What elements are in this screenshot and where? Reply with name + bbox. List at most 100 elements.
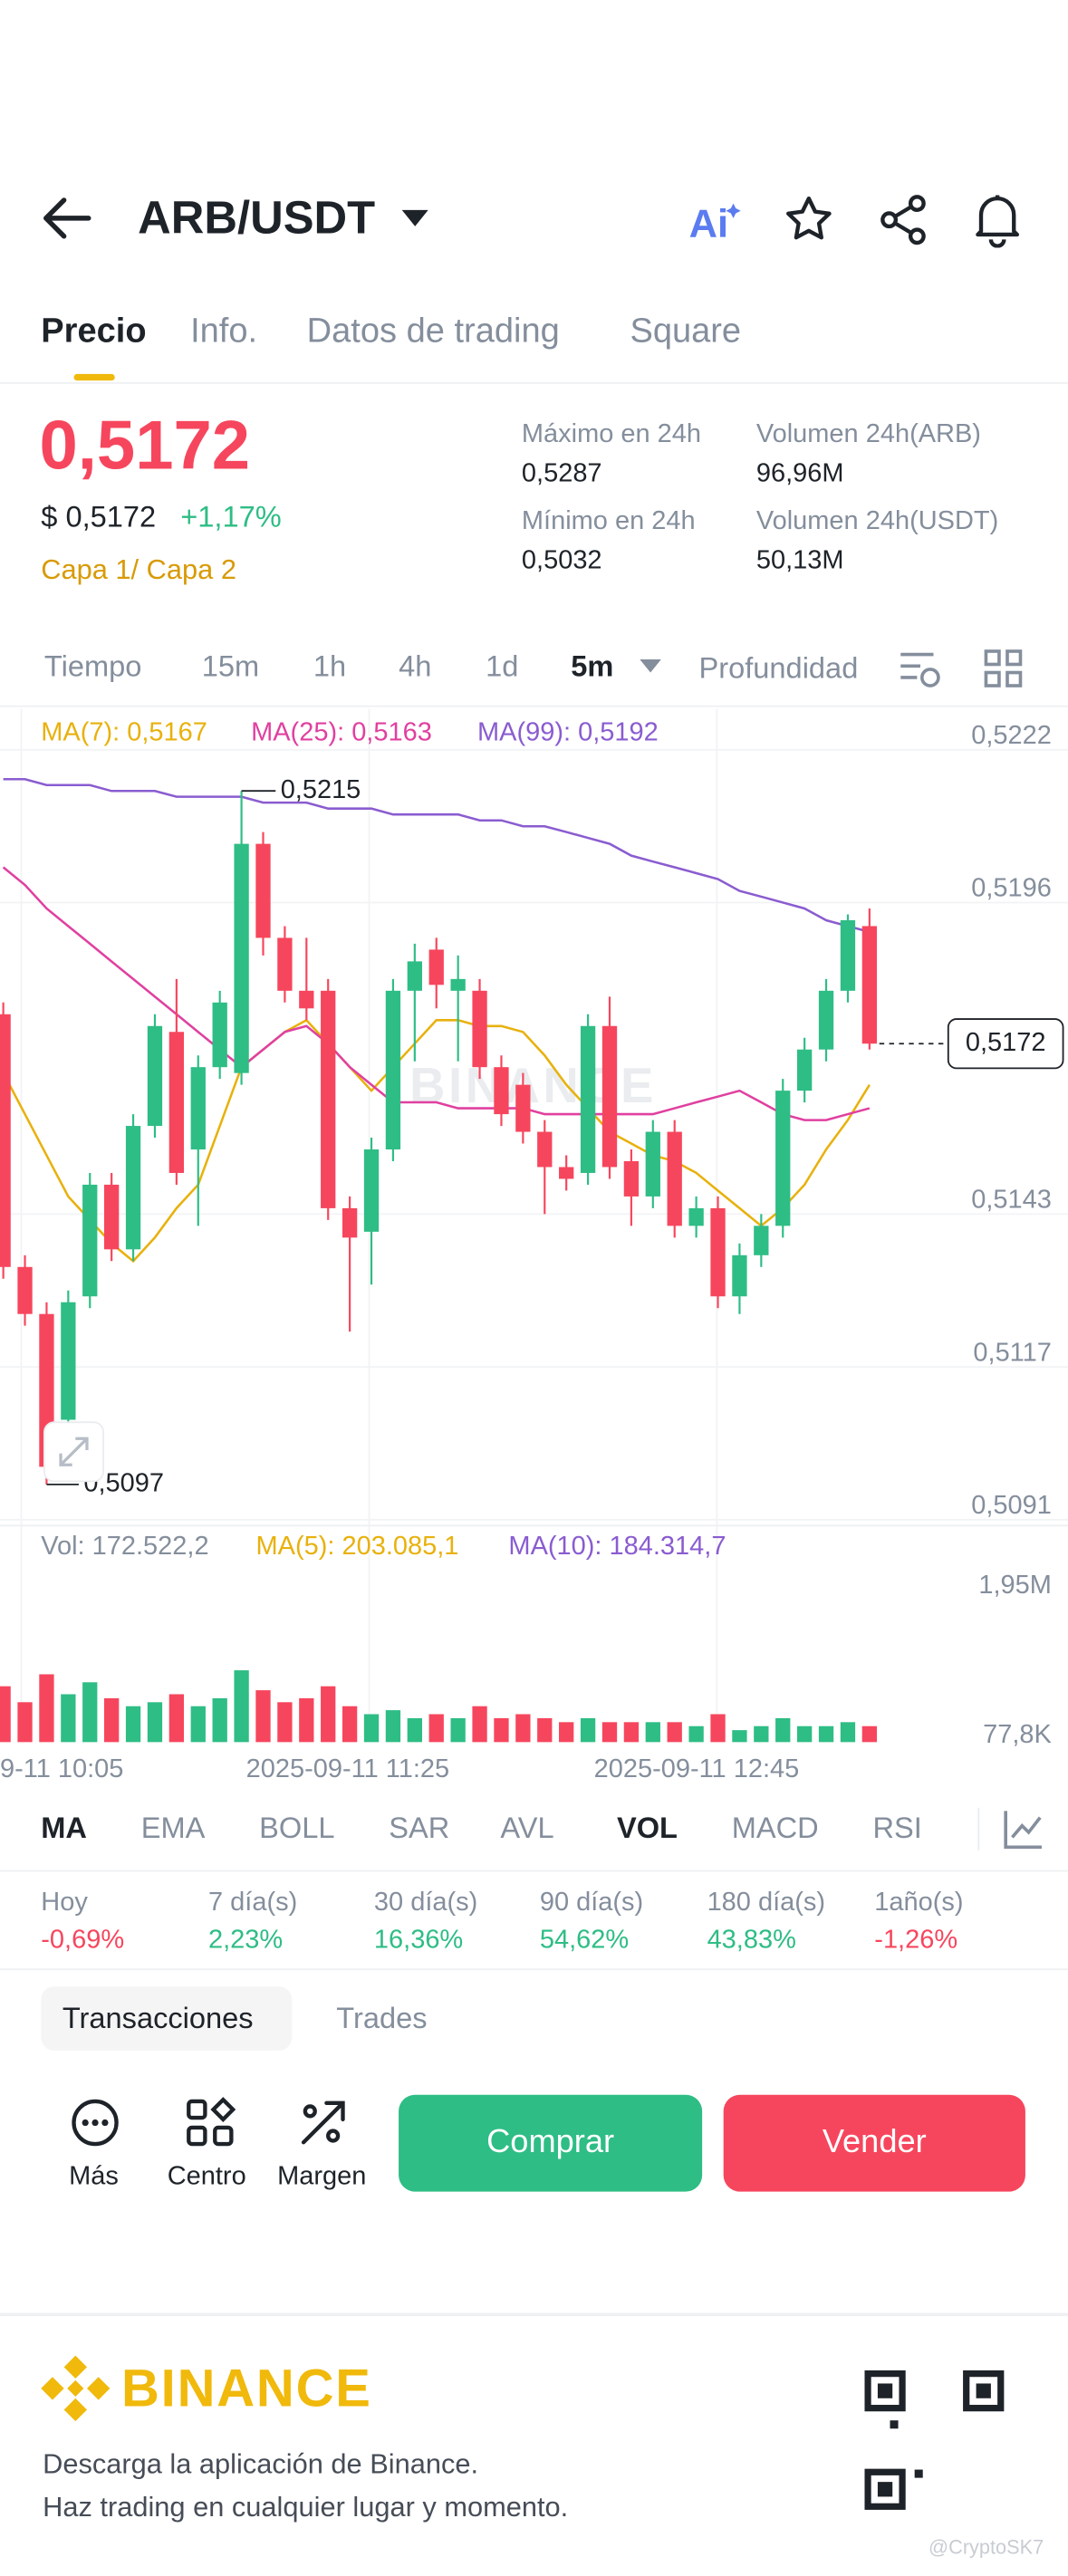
candle-body — [321, 990, 336, 1208]
candle-body — [796, 1049, 813, 1091]
action-label[interactable]: Margen — [277, 2162, 367, 2191]
tab[interactable]: Precio — [41, 312, 147, 351]
alert-icon[interactable] — [971, 192, 1024, 248]
volume-bar — [515, 1714, 531, 1743]
pair-dropdown[interactable] — [400, 208, 430, 228]
interval[interactable]: 4h — [399, 649, 432, 683]
volume-bar — [450, 1717, 466, 1743]
qr-finder — [877, 2482, 893, 2497]
indicator-settings-icon[interactable] — [1003, 1808, 1045, 1850]
volume-bar — [840, 1722, 856, 1743]
candle-body — [255, 843, 271, 938]
buy-button[interactable]: Comprar — [399, 2094, 703, 2192]
candle-body — [818, 990, 834, 1050]
volume-bar — [363, 1714, 380, 1743]
indicator[interactable]: VOL — [616, 1811, 678, 1844]
tab[interactable]: Datos de trading — [306, 312, 560, 351]
period-change: -0,69% — [41, 1926, 125, 1955]
candle-body — [299, 990, 314, 1009]
volume-bar — [861, 1725, 878, 1743]
volume-bar — [775, 1717, 791, 1743]
indicator[interactable]: SAR — [389, 1811, 450, 1844]
indicator[interactable]: EMA — [140, 1811, 206, 1844]
last-price-label: 0,5172 — [966, 1028, 1046, 1057]
indicator[interactable]: BOLL — [259, 1811, 335, 1844]
layout-icon[interactable] — [983, 648, 1025, 690]
candle-body — [494, 1067, 509, 1115]
time-label: 2025-09-11 11:25 — [245, 1755, 450, 1784]
chart-settings-icon[interactable] — [898, 648, 944, 690]
divider — [0, 2312, 1068, 2317]
candle-body — [710, 1207, 726, 1297]
volume-bar — [321, 1686, 336, 1743]
interval[interactable]: 1h — [313, 649, 347, 683]
interval[interactable]: 1d — [486, 649, 519, 683]
ma-legend: MA(99): 0,5192 — [477, 718, 659, 747]
indicator[interactable]: MACD — [731, 1811, 819, 1844]
interval-selected[interactable]: 5m — [571, 649, 614, 683]
volume-bar — [125, 1706, 141, 1743]
volume-bar — [494, 1717, 509, 1743]
stat-value: 50,13M — [755, 546, 844, 575]
ai-icon[interactable]: Ai — [686, 197, 745, 245]
period-label: 1año(s) — [874, 1889, 964, 1918]
category-tag[interactable]: Capa 1/ Capa 2 — [41, 553, 236, 586]
ma-legend: MA(25): 0,5163 — [251, 718, 432, 747]
volume-bar — [754, 1725, 769, 1743]
margin-icon[interactable] — [297, 2097, 350, 2149]
candle-body — [580, 1025, 596, 1173]
candle-body — [82, 1184, 98, 1297]
share-icon[interactable] — [878, 194, 930, 246]
volume-bar — [710, 1714, 726, 1743]
volume-bar — [472, 1706, 487, 1743]
ma-line — [3, 777, 871, 934]
period-change: 43,83% — [707, 1926, 796, 1955]
center-icon[interactable] — [184, 2097, 236, 2149]
back-button[interactable] — [39, 194, 95, 243]
action-label[interactable]: Más — [69, 2162, 119, 2191]
stat-label: Mínimo en 24h — [521, 507, 696, 536]
vol-legend: Vol: 172.522,2 — [41, 1533, 209, 1562]
candle-body — [450, 978, 466, 991]
qr-module — [914, 2469, 923, 2478]
interval-dropdown[interactable] — [640, 659, 661, 674]
candle-body — [840, 919, 856, 991]
divider — [0, 381, 1068, 384]
bottom-tab[interactable]: Trades — [336, 2001, 428, 2035]
expand-button[interactable] — [43, 1420, 105, 1483]
high-label: 0,5215 — [281, 775, 361, 804]
indicator[interactable]: AVL — [500, 1811, 554, 1844]
stat-value: 0,5287 — [521, 459, 602, 488]
action-label[interactable]: Centro — [167, 2162, 246, 2191]
candle-body — [601, 1025, 618, 1168]
more-icon[interactable] — [69, 2097, 121, 2149]
candle-body — [667, 1131, 682, 1226]
bottom-tab[interactable]: Transacciones — [62, 2001, 254, 2035]
candle-body — [277, 937, 293, 991]
interval[interactable]: Profundidad — [698, 651, 859, 685]
volume-bar — [82, 1682, 98, 1743]
tab[interactable]: Info. — [190, 312, 258, 351]
interval[interactable]: 15m — [201, 649, 260, 683]
sell-button[interactable]: Vender — [723, 2094, 1025, 2192]
vol-legend: MA(10): 184.314,7 — [508, 1533, 726, 1562]
favorite-icon[interactable] — [783, 194, 835, 246]
pair-title[interactable]: ARB/USDT — [138, 192, 376, 244]
period-change: 54,62% — [539, 1926, 630, 1955]
y-tick-label: 0,5117 — [973, 1338, 1051, 1367]
candle-body — [775, 1091, 791, 1226]
interval[interactable]: Tiempo — [43, 649, 142, 683]
candle-body — [0, 1014, 11, 1267]
candle-body — [104, 1184, 120, 1250]
qr-finder — [963, 2369, 1005, 2412]
candle-body — [342, 1207, 358, 1238]
tab[interactable]: Square — [630, 312, 742, 351]
volume-bar — [61, 1694, 76, 1743]
period-change: 2,23% — [208, 1926, 284, 1955]
stat-label: Máximo en 24h — [521, 420, 702, 449]
indicator[interactable]: MA — [41, 1811, 87, 1844]
candle-body — [125, 1126, 141, 1250]
indicator[interactable]: RSI — [872, 1811, 922, 1844]
